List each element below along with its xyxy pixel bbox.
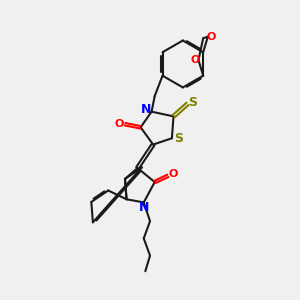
Text: S: S — [174, 132, 183, 146]
Text: N: N — [141, 103, 152, 116]
Text: O: O — [190, 55, 200, 65]
Text: S: S — [188, 96, 197, 109]
Text: O: O — [207, 32, 216, 42]
Text: O: O — [169, 169, 178, 179]
Text: O: O — [115, 119, 124, 129]
Text: N: N — [139, 201, 149, 214]
